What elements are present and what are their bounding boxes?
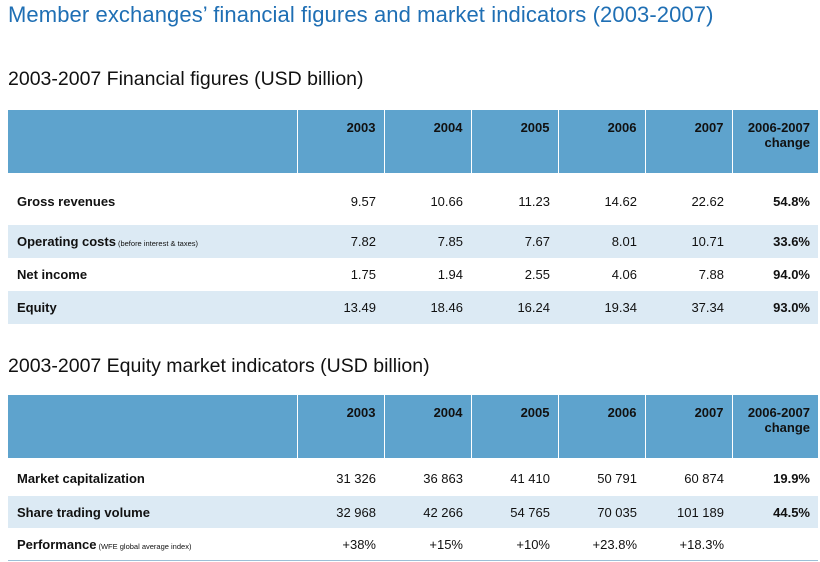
row-label-note: (before interest & taxes) xyxy=(117,239,199,248)
table-row: Share trading volume 32 968 42 266 54 76… xyxy=(8,496,818,528)
row-label-text: Market capitalization xyxy=(17,471,145,486)
table-cell: +15% xyxy=(384,528,471,561)
table-cell: 4.06 xyxy=(611,267,637,282)
header-year-2007: 2007 xyxy=(644,110,732,173)
change-cell: 93.0% xyxy=(732,291,818,324)
header-year-2007: 2007 xyxy=(644,395,732,458)
table-cell: 101 189 xyxy=(645,496,732,528)
table-header-row: 2003 2004 2005 2006 2007 2006-2007 change xyxy=(8,395,818,458)
row-label: Net income xyxy=(8,258,297,291)
table-cell: 41 410 xyxy=(510,471,550,486)
table-cell: +10% xyxy=(471,528,558,561)
table-cell: 2.55 xyxy=(524,267,550,282)
equity-indicators-table: 2003 2004 2005 2006 2007 2006-2007 change… xyxy=(8,395,818,561)
table-cell: 22.62 xyxy=(691,193,724,209)
header-change-line1: 2006-2007 xyxy=(747,405,810,420)
header-year-2004: 2004 xyxy=(383,395,471,458)
header-year-2003: 2003 xyxy=(296,110,384,173)
row-label-text: Performance xyxy=(17,536,97,552)
table-row: Performance (WFE global average index) +3… xyxy=(8,528,818,561)
row-label-text: Share trading volume xyxy=(17,504,150,520)
table-header-row: 2003 2004 2005 2006 2007 2006-2007 change xyxy=(8,110,818,173)
table-cell: +38% xyxy=(297,528,384,561)
table-cell: 60 874 xyxy=(684,471,724,486)
header-change-line2: change xyxy=(764,420,810,435)
header-change-line2: change xyxy=(764,135,810,150)
table-cell: 54 765 xyxy=(471,496,558,528)
financial-figures-table: 2003 2004 2005 2006 2007 2006-2007 change… xyxy=(8,110,818,324)
table-cell: +23.8% xyxy=(558,528,645,561)
table-cell: +18.3% xyxy=(645,528,732,561)
table-cell: 42 266 xyxy=(384,496,471,528)
change-cell: 33.6% xyxy=(732,225,818,258)
table-cell: 1.75 xyxy=(350,267,376,282)
row-label-text: Operating costs xyxy=(17,234,116,249)
table-cell: 10.71 xyxy=(645,225,732,258)
table-cell: 7.85 xyxy=(384,225,471,258)
row-label-note: (WFE global average index) xyxy=(98,541,192,551)
table-cell: 7.67 xyxy=(471,225,558,258)
header-label-cell xyxy=(8,395,297,458)
row-label-text: Gross revenues xyxy=(17,193,116,209)
table-cell: 31 326 xyxy=(336,471,376,486)
change-cell: 94.0% xyxy=(773,267,810,282)
table-row: Operating costs (before interest & taxes)… xyxy=(8,225,818,258)
header-year-2006: 2006 xyxy=(557,395,645,458)
table-cell: 50 791 xyxy=(597,471,637,486)
table-cell: 13.49 xyxy=(297,291,384,324)
table-row: Equity 13.49 18.46 16.24 19.34 37.34 93.… xyxy=(8,291,818,324)
table-cell: 32 968 xyxy=(297,496,384,528)
header-year-2004: 2004 xyxy=(383,110,471,173)
header-label-cell xyxy=(8,110,297,173)
row-label: Market capitalization xyxy=(8,458,297,496)
row-label-text: Equity xyxy=(17,300,57,315)
change-cell xyxy=(732,528,818,561)
row-label: Share trading volume xyxy=(8,496,297,528)
table-cell: 8.01 xyxy=(558,225,645,258)
table-cell: 37.34 xyxy=(645,291,732,324)
page-title: Member exchanges’ financial figures and … xyxy=(8,2,714,27)
financial-figures-title: 2003-2007 Financial figures (USD billion… xyxy=(8,68,364,90)
table-cell: 7.88 xyxy=(698,267,724,282)
table-row: Net income 1.75 1.94 2.55 4.06 7.88 94.0… xyxy=(8,258,818,291)
table-cell: 19.34 xyxy=(558,291,645,324)
change-cell: 54.8% xyxy=(773,193,810,209)
header-change-line1: 2006-2007 xyxy=(747,120,810,135)
table-cell: 70 035 xyxy=(558,496,645,528)
header-year-2005: 2005 xyxy=(470,110,558,173)
header-year-2003: 2003 xyxy=(296,395,384,458)
change-cell: 44.5% xyxy=(732,496,818,528)
table-cell: 14.62 xyxy=(604,193,637,209)
table-cell: 11.23 xyxy=(518,193,550,209)
equity-indicators-title: 2003-2007 Equity market indicators (USD … xyxy=(8,355,430,377)
header-change: 2006-2007 change xyxy=(731,110,818,173)
table-row: Market capitalization 31 326 36 863 41 4… xyxy=(8,458,818,496)
row-label: Gross revenues xyxy=(8,173,297,225)
table-cell: 18.46 xyxy=(384,291,471,324)
row-label: Equity xyxy=(8,291,297,324)
row-label: Performance (WFE global average index) xyxy=(8,528,297,561)
row-label-text: Net income xyxy=(17,267,88,282)
header-year-2006: 2006 xyxy=(557,110,645,173)
table-row: Gross revenues 9.57 10.66 11.23 14.62 22… xyxy=(8,173,818,225)
table-cell: 16.24 xyxy=(471,291,558,324)
table-cell: 9.57 xyxy=(350,193,376,209)
table-cell: 10.66 xyxy=(430,193,463,209)
table-cell: 36 863 xyxy=(423,471,463,486)
header-change: 2006-2007 change xyxy=(731,395,818,458)
table-cell: 7.82 xyxy=(297,225,384,258)
header-year-2005: 2005 xyxy=(470,395,558,458)
table-cell: 1.94 xyxy=(437,267,463,282)
change-cell: 19.9% xyxy=(773,471,810,486)
row-label: Operating costs (before interest & taxes) xyxy=(8,225,297,258)
